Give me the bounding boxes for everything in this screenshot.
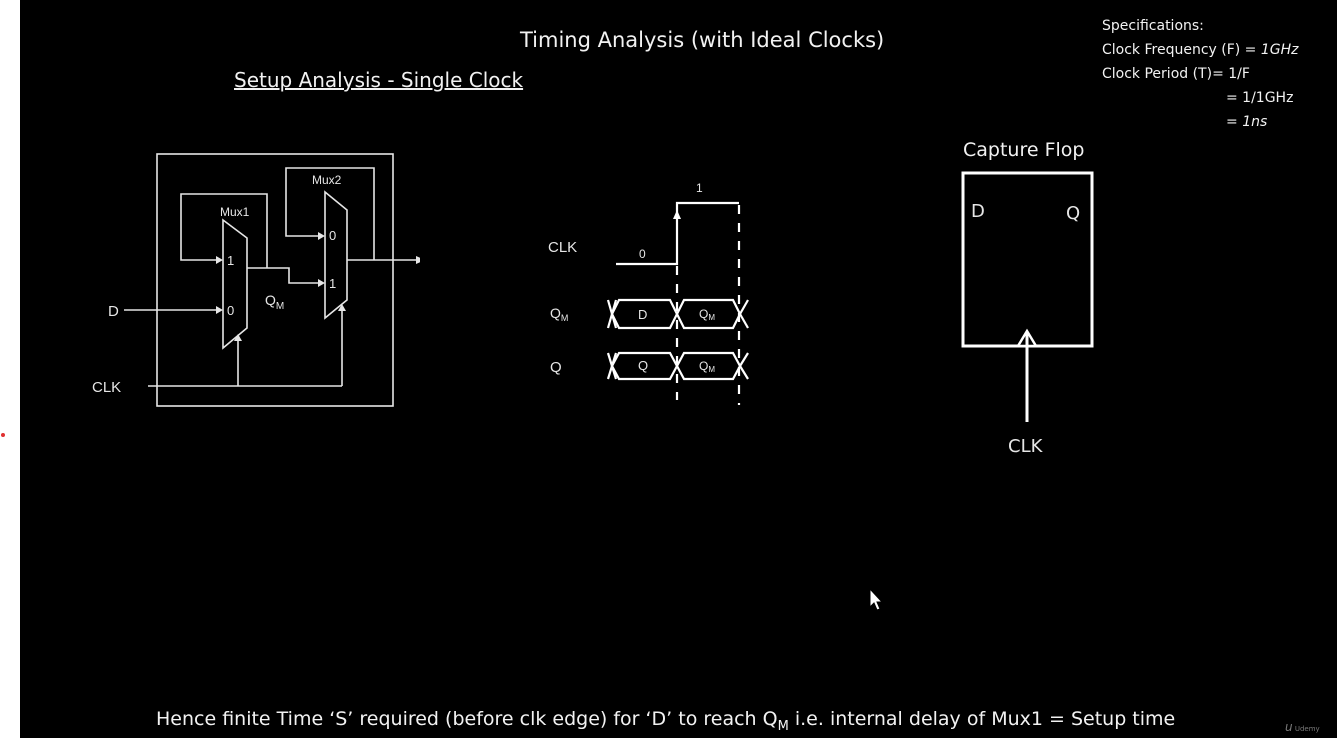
qm-tail-d — [739, 313, 749, 329]
clk-input-label: CLK — [92, 379, 121, 396]
specifications-block: Specifications: Clock Frequency (F) = 1G… — [1102, 14, 1299, 134]
arrow-q-out — [416, 256, 420, 264]
qm-tail-b — [606, 299, 618, 329]
footer-text-before: Hence finite Time ‘S’ required (before c… — [156, 708, 778, 730]
clk-rising-arrow — [673, 210, 681, 219]
udemy-watermark-text: Udemy — [1294, 725, 1320, 733]
timing-waveform: CLK 0 1 QM Q D QM Q QM — [548, 181, 749, 405]
mux1-feedback-wire — [180, 193, 268, 268]
spec-frequency-label: Clock Frequency (F) = — [1102, 42, 1261, 58]
clk-waveform — [616, 201, 739, 266]
spec-heading: Specifications: — [1102, 18, 1204, 34]
spec-period-line3: = 1ns — [1102, 110, 1299, 134]
spec-period-value: 1ns — [1242, 114, 1268, 130]
mux2-feedback-wire — [285, 167, 375, 260]
spec-period: Clock Period (T)= 1/F — [1102, 66, 1250, 82]
mux1-output-wire — [247, 267, 322, 284]
qm-label: QM — [265, 292, 284, 312]
latch-outer-box — [156, 153, 394, 407]
mux1-symbol — [222, 218, 248, 350]
udemy-logo-icon: u — [1285, 720, 1293, 734]
spec-frequency-value: 1GHz — [1260, 42, 1299, 58]
mouse-cursor-icon — [869, 588, 884, 611]
latch-diagram: Mux1 Mux2 1 0 0 1 D QM Q CLK — [92, 153, 420, 407]
mux1-in0-label: 0 — [227, 303, 234, 318]
waveform-q-label: Q — [550, 359, 562, 376]
capture-flop-box — [961, 171, 1094, 348]
arrow-clk-mux2 — [338, 304, 346, 311]
arrow-clk-mux1 — [234, 334, 242, 341]
mux1-in1-label: 1 — [227, 253, 234, 268]
capture-flop-q: Q — [1066, 203, 1080, 224]
mux2-symbol — [324, 190, 348, 320]
q-tail-d — [739, 365, 749, 380]
q-tail-b — [606, 352, 618, 380]
mux2-in0-label: 0 — [329, 228, 336, 243]
qm-box-qm: QM — [699, 307, 715, 322]
waveform-clk-label: CLK — [548, 239, 577, 256]
capture-flop-diagram: D Q CLK — [961, 171, 1094, 457]
mux1-label: Mux1 — [220, 205, 250, 219]
q-box-q: Q — [638, 358, 648, 373]
spec-period-line2: = 1/1GHz — [1226, 90, 1294, 106]
arrow-mux2-in1 — [318, 279, 325, 287]
section-subtitle: Setup Analysis - Single Clock — [234, 68, 524, 92]
qm-box-d: D — [638, 307, 647, 322]
footer-caption: Hence finite Time ‘S’ required (before c… — [156, 708, 1175, 734]
clk-low-value: 0 — [639, 247, 646, 261]
capture-flop-title: Capture Flop — [963, 139, 1085, 161]
arrow-mux1-in0 — [216, 306, 223, 314]
footer-text-after: i.e. internal delay of Mux1 = Setup time — [788, 708, 1176, 730]
arrow-mux1-in1 — [216, 256, 223, 264]
arrow-mux2-in0 — [318, 232, 325, 240]
q-tail-c — [739, 352, 749, 367]
clk-high-value: 1 — [696, 181, 703, 195]
spec-frequency: Clock Frequency (F) = 1GHz — [1102, 38, 1299, 62]
capture-flop-clk: CLK — [1008, 436, 1044, 457]
mux2-in1-label: 1 — [329, 276, 336, 291]
udemy-watermark: u Udemy — [1285, 720, 1320, 734]
q-box-qm: QM — [699, 359, 715, 374]
qm-tail-c — [739, 299, 749, 315]
mux2-label: Mux2 — [312, 173, 342, 187]
waveform-qm-label: QM — [550, 305, 568, 323]
d-input-label: D — [108, 303, 119, 320]
footer-subscript: M — [777, 718, 789, 734]
page-title: Timing Analysis (with Ideal Clocks) — [520, 28, 885, 52]
spec-period-prefix: = — [1226, 114, 1243, 130]
red-dot-marker — [1, 433, 5, 437]
capture-flop-d: D — [971, 201, 985, 222]
slide-canvas: Timing Analysis (with Ideal Clocks) Setu… — [20, 0, 1337, 738]
